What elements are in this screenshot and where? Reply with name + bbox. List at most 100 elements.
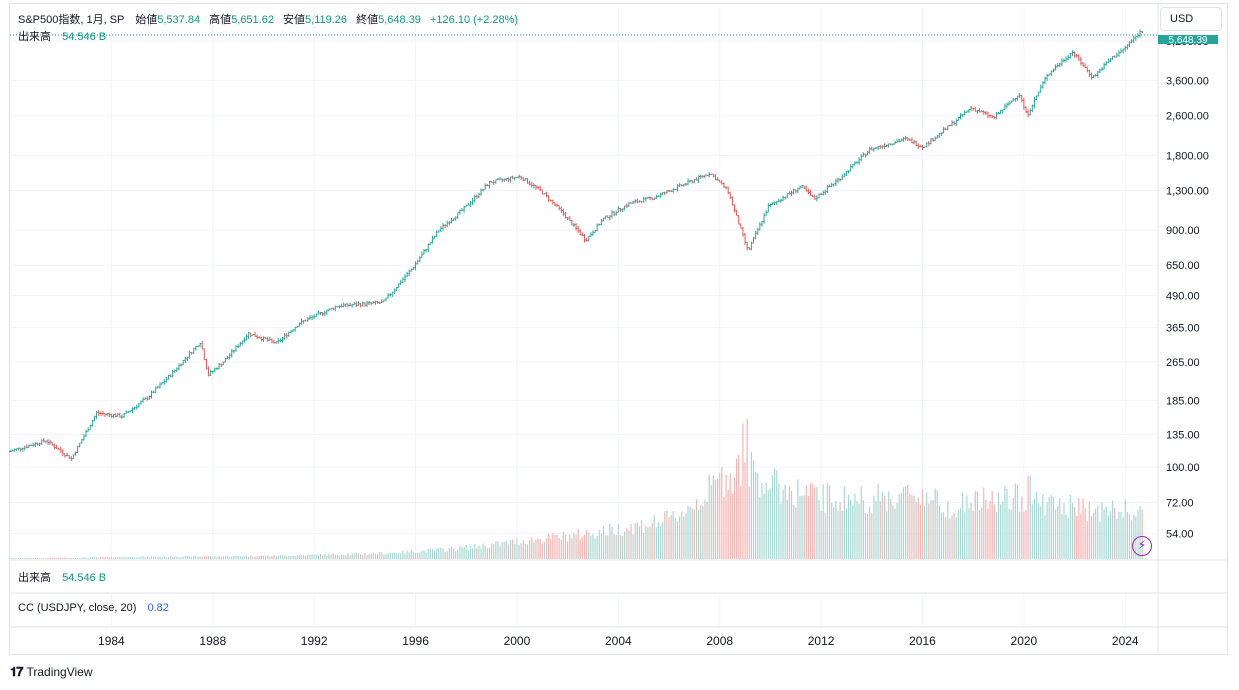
volume-bar: [400, 553, 402, 559]
volume-bar: [159, 556, 161, 559]
volume-bar: [537, 538, 539, 559]
volume-bar: [381, 552, 383, 559]
volume-bar: [617, 523, 619, 559]
volume-bar: [1086, 521, 1088, 559]
volume-bar: [522, 540, 524, 559]
volume-label[interactable]: 出来高: [18, 31, 51, 43]
volume-bar: [845, 508, 848, 559]
volume-bar: [336, 555, 338, 559]
volume-bar: [1019, 511, 1021, 559]
volume-bar: [153, 556, 155, 559]
volume-bar: [279, 555, 281, 559]
volume-bar: [962, 492, 964, 559]
volume-bar: [444, 551, 446, 559]
volume-bar: [1040, 506, 1042, 559]
volume-bar: [412, 552, 415, 559]
volume-bar: [370, 554, 372, 559]
volume-bar: [38, 557, 41, 559]
volume-bar: [750, 452, 752, 559]
tradingview-logo[interactable]: 𝟏𝟕 TradingView: [10, 664, 93, 680]
volume-bar: [347, 553, 349, 559]
currency-button[interactable]: USD: [1160, 7, 1222, 31]
volume-bar: [814, 487, 816, 559]
volume-bar: [1054, 509, 1057, 559]
volume-bar: [1035, 492, 1038, 559]
volume-bar: [1071, 502, 1074, 559]
time-tick-label: 1984: [98, 634, 125, 648]
volume-bar: [357, 553, 360, 559]
volume-bar: [343, 555, 345, 559]
volume-bar: [433, 550, 436, 559]
volume-bar: [1031, 504, 1033, 559]
price-tick-label: 135.00: [1166, 430, 1200, 442]
volume-bar: [243, 556, 246, 559]
volume-bar: [366, 554, 368, 559]
volume-bar: [237, 556, 239, 559]
volume-bar: [79, 557, 81, 559]
volume-bar: [197, 556, 199, 559]
volume-bar: [683, 516, 685, 559]
volume-bar: [93, 557, 96, 559]
volume-bar: [890, 498, 892, 559]
volume-bar: [552, 533, 554, 559]
volume-bar: [319, 553, 322, 559]
volume-bar: [161, 557, 163, 559]
volume-bar: [1133, 514, 1135, 559]
volume-bar: [218, 555, 220, 559]
volume-bar: [423, 550, 425, 559]
time-tick-label: 2008: [706, 634, 733, 648]
volume-pane-label[interactable]: 出来高: [18, 572, 51, 584]
volume-bar: [1033, 498, 1036, 559]
volume-bar: [664, 511, 666, 559]
volume-bar: [959, 508, 962, 559]
volume-bar: [425, 552, 427, 559]
lightning-bolt-icon[interactable]: ⚡: [1132, 536, 1152, 556]
volume-bar: [995, 512, 998, 559]
volume-bar: [406, 550, 408, 559]
volume-bar: [793, 504, 795, 559]
volume-bar: [636, 522, 638, 559]
volume-bar: [239, 556, 241, 559]
cc-label[interactable]: CC (USDJPY, close, 20): [18, 602, 137, 614]
volume-bar: [748, 486, 750, 559]
volume-bar: [902, 487, 905, 559]
volume-bar: [362, 554, 364, 559]
volume-bar: [146, 556, 148, 559]
volume-bar: [831, 503, 833, 559]
volume-bar: [488, 547, 491, 559]
volume-bar: [207, 556, 210, 559]
volume-bar: [180, 557, 182, 559]
volume-bar: [581, 536, 584, 559]
volume-bar: [169, 556, 172, 559]
volume-bar: [24, 558, 26, 559]
symbol-label[interactable]: S&P500指数, 1月, SP: [18, 14, 125, 26]
volume-bar: [497, 541, 499, 559]
volume-bar: [271, 556, 273, 559]
volume-bar: [379, 551, 381, 559]
volume-bar: [256, 556, 258, 559]
volume-bar: [463, 547, 465, 559]
time-tick-label: 1988: [199, 634, 226, 648]
volume-bar: [655, 527, 657, 559]
volume-bar: [1023, 511, 1025, 559]
volume-bar: [326, 555, 328, 559]
volume-bar: [286, 556, 288, 559]
volume-bar: [746, 419, 748, 559]
volume-bar: [322, 555, 324, 559]
volume-bar: [324, 554, 326, 559]
volume-bar: [731, 493, 733, 559]
volume-bar: [1021, 496, 1023, 559]
volume-bar: [788, 486, 791, 559]
volume-bar: [315, 554, 317, 559]
volume-bar: [1057, 506, 1059, 559]
volume-bar: [368, 553, 370, 559]
volume-bar: [841, 510, 843, 559]
volume-bar: [567, 541, 569, 559]
volume-bar: [1076, 515, 1078, 559]
price-tick-label: 54.00: [1166, 528, 1194, 540]
volume-bar: [600, 533, 603, 559]
volume-bar: [404, 553, 406, 559]
volume-bar: [328, 553, 330, 559]
volume-bar: [212, 556, 214, 559]
